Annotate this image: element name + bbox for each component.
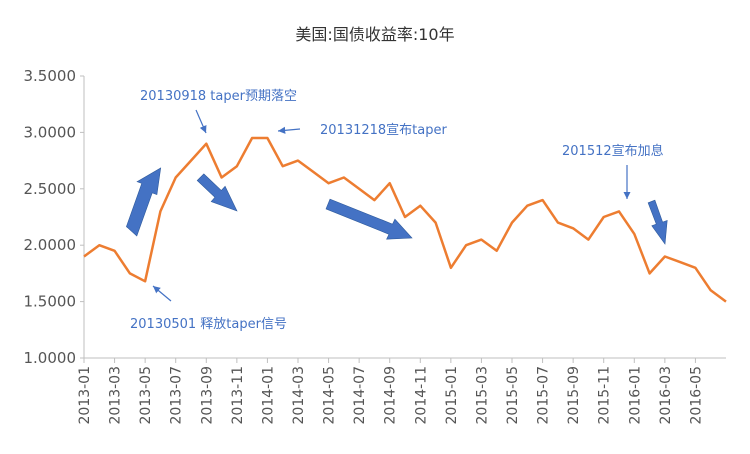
downtrend-block-arrow-2 [325,198,413,240]
x-tick-label: 2014-09 [383,366,399,425]
y-tick-label: 2.0000 [24,236,77,254]
x-tick-label: 2013-01 [77,366,93,425]
x-tick-label: 2015-05 [505,366,521,425]
x-tick-label: 2013-11 [230,366,246,425]
x-tick-label: 2015-01 [444,366,460,425]
annotation-taper-expectation: 20130918 taper预期落空 [140,89,297,104]
x-tick-label: 2015-09 [566,366,582,425]
x-tick-label: 2014-11 [413,366,429,425]
chart-title: 美国:国债收益率:10年 [295,25,454,44]
x-tick-label: 2013-03 [108,366,124,425]
x-tick-label: 2015-03 [474,366,490,425]
y-tick-label: 3.5000 [24,67,77,85]
x-tick-label: 2014-01 [260,366,276,425]
x-tick-label: 2016-03 [658,366,674,425]
x-tick-label: 2014-03 [291,366,307,425]
uptrend-block-arrow [126,167,162,237]
y-tick-label: 2.5000 [24,180,77,198]
x-tick-label: 2014-05 [322,366,338,425]
yield-series-line [83,136,727,303]
x-axis-ticks: 2013-01 2013-03 2013-05 2013-07 2013-09 2013-… [77,358,704,425]
taper-expectation-pointer [195,109,207,134]
x-tick-label: 2016-01 [627,366,643,425]
downtrend-block-arrow-1 [196,173,238,212]
x-tick-label: 2014-07 [352,366,368,425]
y-tick-label: 3.0000 [24,123,77,141]
annotation-taper-announced: 20131218宣布taper [320,122,447,138]
annotation-taper-signal: 20130501 释放taper信号 [130,317,287,332]
y-axis-ticks: 1.0000 1.5000 2.0000 2.5000 3.0000 3.5000 [24,67,84,367]
taper-announced-pointer [277,126,301,134]
x-tick-label: 2016-05 [688,366,704,425]
x-tick-label: 2013-09 [199,366,215,425]
annotation-rate-hike: 201512宣布加息 [562,143,664,159]
x-tick-label: 2015-07 [536,366,552,425]
taper-signal-pointer [152,285,172,302]
downtrend-block-arrow-3 [647,199,668,245]
x-tick-label: 2013-07 [169,366,185,425]
x-tick-label: 2013-05 [138,366,154,425]
y-tick-label: 1.5000 [24,293,77,311]
x-tick-label: 2015-11 [597,366,613,425]
y-tick-label: 1.0000 [24,349,77,367]
